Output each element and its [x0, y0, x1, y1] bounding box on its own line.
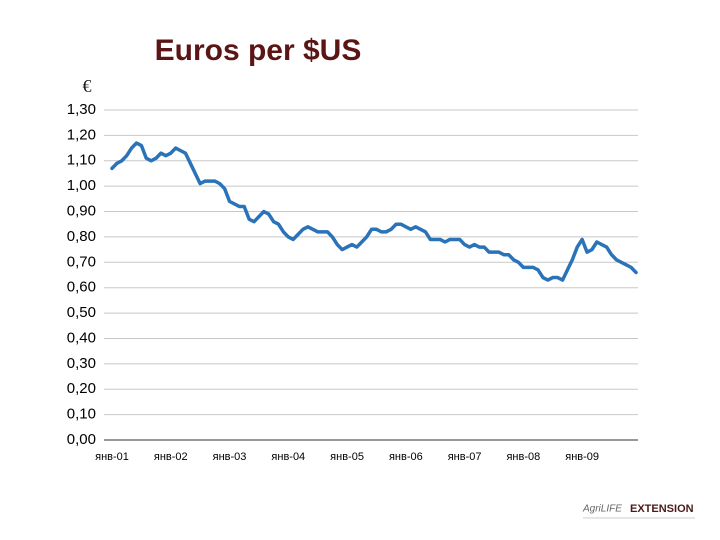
x-tick-label: янв-09	[565, 451, 599, 463]
y-tick-label: 0,40	[67, 329, 96, 346]
y-tick-label: 0,10	[67, 406, 96, 423]
y-tick-label: 1,20	[67, 126, 96, 143]
logo-name: EXTENSION	[630, 503, 694, 515]
logo: AgriLIFE EXTENSION	[582, 503, 695, 519]
y-tick-label: 0,60	[67, 279, 96, 296]
x-tick-label: янв-01	[95, 451, 129, 463]
y-tick-label: 0,70	[67, 253, 96, 270]
x-tick-label: янв-08	[506, 451, 540, 463]
logo-brand: AgriLIFE	[582, 504, 622, 515]
y-tick-label: 1,10	[67, 152, 96, 169]
y-tick-label: 1,00	[67, 177, 96, 194]
x-tick-label: янв-05	[330, 451, 364, 463]
y-tick-label: 0,00	[67, 431, 96, 448]
chart-title: Euros per $US	[155, 34, 362, 67]
x-tick-label: янв-02	[154, 451, 188, 463]
y-tick-label: 0,30	[67, 355, 96, 372]
x-tick-label: янв-06	[389, 451, 423, 463]
x-tick-label: янв-07	[448, 451, 482, 463]
y-tick-label: 0,50	[67, 304, 96, 321]
y-axis-label: €	[83, 76, 92, 96]
x-tick-label: янв-03	[213, 451, 247, 463]
x-tick-label: янв-04	[271, 451, 305, 463]
y-tick-label: 0,20	[67, 380, 96, 397]
y-tick-label: 1,30	[67, 101, 96, 118]
y-tick-label: 0,80	[67, 228, 96, 245]
line-series	[110, 141, 638, 282]
y-tick-label: 0,90	[67, 203, 96, 220]
